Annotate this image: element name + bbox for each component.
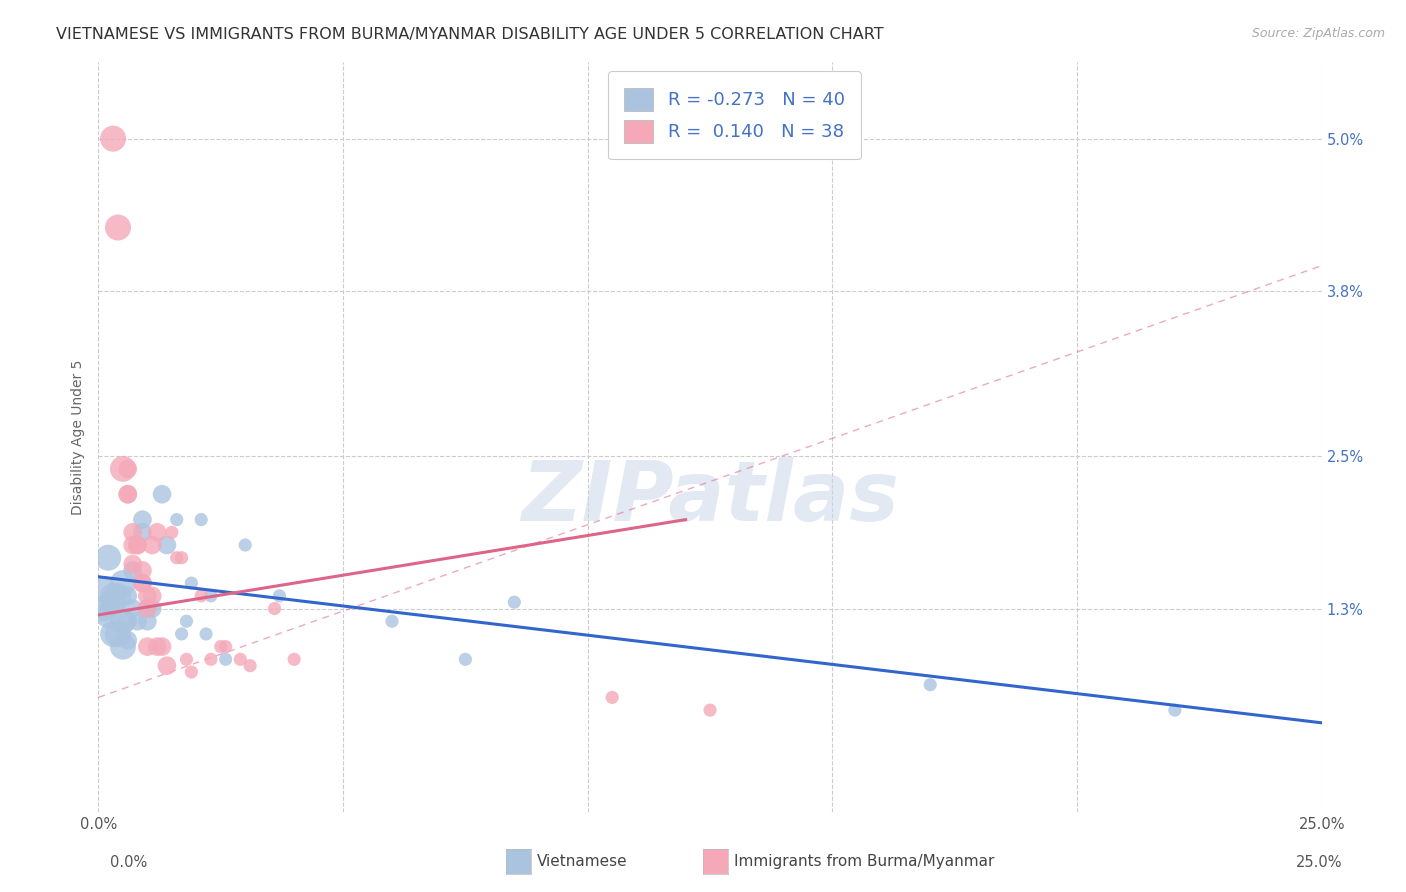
Point bbox=[111, 614, 134, 628]
Point bbox=[200, 589, 222, 603]
Point bbox=[121, 538, 143, 552]
Text: 25.0%: 25.0% bbox=[1296, 855, 1343, 870]
Point bbox=[127, 538, 149, 552]
Point bbox=[283, 652, 305, 666]
Point bbox=[97, 607, 120, 622]
Text: VIETNAMESE VS IMMIGRANTS FROM BURMA/MYANMAR DISABILITY AGE UNDER 5 CORRELATION C: VIETNAMESE VS IMMIGRANTS FROM BURMA/MYAN… bbox=[56, 27, 884, 42]
Point bbox=[190, 589, 212, 603]
Point bbox=[111, 576, 134, 591]
Point bbox=[141, 538, 163, 552]
Text: 0.0%: 0.0% bbox=[110, 855, 146, 870]
Point bbox=[101, 595, 124, 609]
Point bbox=[200, 652, 222, 666]
Point bbox=[263, 601, 285, 615]
Point bbox=[600, 690, 623, 705]
Point bbox=[107, 627, 129, 641]
Legend: R = -0.273   N = 40, R =  0.140   N = 38: R = -0.273 N = 40, R = 0.140 N = 38 bbox=[607, 71, 860, 160]
Text: ZIPatlas: ZIPatlas bbox=[522, 457, 898, 538]
Point bbox=[180, 665, 202, 679]
Point bbox=[136, 601, 159, 615]
Point bbox=[127, 538, 149, 552]
Point bbox=[170, 627, 193, 641]
Point bbox=[97, 550, 120, 565]
Point bbox=[176, 652, 198, 666]
Point bbox=[176, 614, 198, 628]
Point bbox=[131, 576, 153, 591]
Point bbox=[117, 633, 139, 648]
Point bbox=[195, 627, 218, 641]
Point bbox=[156, 538, 179, 552]
Point bbox=[454, 652, 477, 666]
Point bbox=[91, 582, 114, 597]
Point bbox=[381, 614, 404, 628]
Point bbox=[166, 513, 188, 527]
Point bbox=[146, 640, 169, 654]
Point bbox=[699, 703, 721, 717]
Point bbox=[156, 658, 179, 673]
Point bbox=[239, 658, 262, 673]
Point bbox=[166, 550, 188, 565]
Text: Vietnamese: Vietnamese bbox=[537, 855, 627, 869]
Point bbox=[503, 595, 526, 609]
Point bbox=[214, 652, 236, 666]
Point bbox=[117, 487, 139, 501]
Point bbox=[180, 576, 202, 591]
Point bbox=[117, 462, 139, 476]
Point bbox=[121, 601, 143, 615]
Point bbox=[131, 513, 153, 527]
Point bbox=[117, 614, 139, 628]
Point bbox=[214, 640, 236, 654]
Point bbox=[160, 525, 183, 540]
Point bbox=[136, 601, 159, 615]
Point bbox=[127, 614, 149, 628]
Point bbox=[117, 589, 139, 603]
Point bbox=[101, 589, 124, 603]
Point bbox=[131, 576, 153, 591]
Point bbox=[101, 627, 124, 641]
Point bbox=[141, 601, 163, 615]
Point bbox=[111, 640, 134, 654]
Point bbox=[101, 131, 124, 145]
Text: Source: ZipAtlas.com: Source: ZipAtlas.com bbox=[1251, 27, 1385, 40]
Point bbox=[170, 550, 193, 565]
Point bbox=[269, 589, 291, 603]
Point bbox=[136, 640, 159, 654]
Point bbox=[920, 678, 942, 692]
Point bbox=[141, 589, 163, 603]
Y-axis label: Disability Age Under 5: Disability Age Under 5 bbox=[72, 359, 86, 515]
Point bbox=[131, 563, 153, 577]
Point bbox=[209, 640, 232, 654]
Point bbox=[117, 487, 139, 501]
Point bbox=[190, 513, 212, 527]
Point bbox=[91, 601, 114, 615]
Point bbox=[229, 652, 252, 666]
Point bbox=[107, 220, 129, 235]
Point bbox=[146, 525, 169, 540]
Point bbox=[136, 589, 159, 603]
Point bbox=[121, 557, 143, 571]
Text: Immigrants from Burma/Myanmar: Immigrants from Burma/Myanmar bbox=[734, 855, 994, 869]
Point bbox=[121, 563, 143, 577]
Point bbox=[1164, 703, 1187, 717]
Point bbox=[136, 614, 159, 628]
Point bbox=[150, 487, 173, 501]
Point bbox=[121, 525, 143, 540]
Point bbox=[111, 462, 134, 476]
Point bbox=[150, 640, 173, 654]
Point bbox=[233, 538, 256, 552]
Point bbox=[131, 525, 153, 540]
Point bbox=[107, 589, 129, 603]
